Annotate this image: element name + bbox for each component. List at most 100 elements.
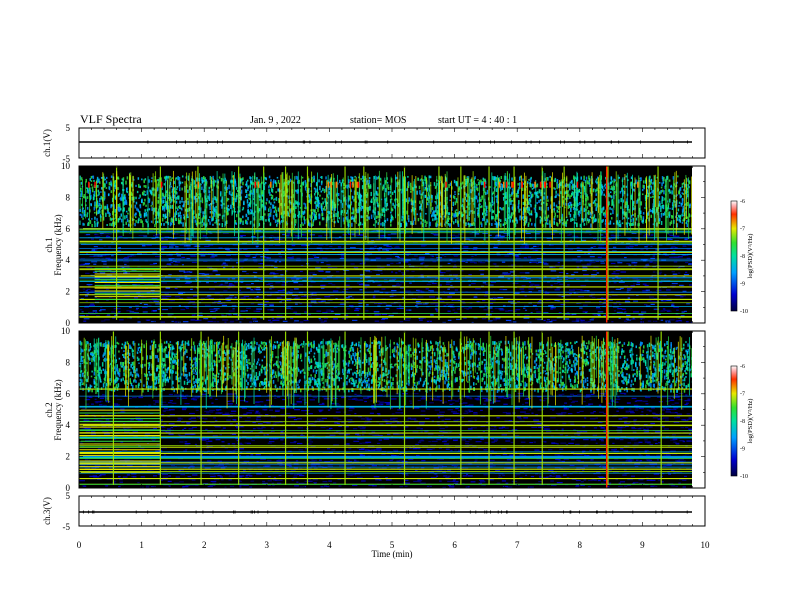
hiss-cell — [342, 217, 345, 222]
hiss-cell — [595, 198, 597, 202]
hiss-cell — [504, 218, 507, 222]
hiss-cell — [611, 198, 614, 202]
hiss-cell — [647, 186, 649, 188]
noise-cell — [659, 248, 664, 250]
hiss-cell — [185, 176, 187, 179]
noise-cell — [513, 237, 518, 240]
hiss-cell — [240, 189, 243, 194]
noise-cell — [326, 276, 332, 278]
hiss-cell — [601, 185, 604, 189]
hiss-cell — [270, 187, 273, 192]
hiss-cell — [581, 218, 583, 221]
hiss-cell — [226, 186, 228, 191]
hiss-cell — [610, 177, 613, 180]
hiss-cell — [677, 208, 680, 212]
noise-cell — [257, 303, 263, 305]
hiss-cell — [632, 218, 634, 221]
noise-cell — [293, 281, 299, 284]
hiss-cell — [650, 196, 652, 199]
hiss-cell — [364, 176, 366, 180]
noise-cell — [97, 255, 101, 257]
noise-cell — [688, 262, 693, 265]
noise-cell — [85, 300, 88, 302]
noise-cell — [318, 317, 321, 320]
noise-cell — [117, 250, 122, 252]
hiss-cell — [250, 177, 252, 179]
hiss-cell — [177, 205, 180, 208]
hiss-cell — [668, 214, 671, 218]
hiss-cell — [407, 175, 409, 178]
hiss-cell — [490, 204, 492, 208]
hiss-cell — [531, 183, 534, 187]
noise-cell — [512, 321, 517, 323]
hiss-cell — [223, 180, 225, 184]
noise-cell — [160, 321, 166, 323]
hiss-cell — [104, 206, 106, 210]
hiss-cell — [529, 199, 532, 203]
noise-cell — [474, 262, 477, 264]
noise-cell — [352, 319, 358, 322]
hiss-cell — [571, 185, 573, 190]
noise-cell — [444, 255, 447, 258]
hiss-cell — [315, 200, 317, 205]
noise-cell — [519, 239, 524, 241]
noise-cell — [409, 282, 412, 284]
noise-cell — [255, 230, 262, 232]
hiss-cell — [640, 210, 642, 215]
hiss-cell — [335, 194, 338, 197]
hiss-cell — [442, 217, 444, 220]
noise-cell — [564, 313, 570, 315]
noise-cell — [544, 276, 547, 278]
hiss-cell — [250, 220, 252, 223]
hiss-cell — [261, 191, 264, 195]
noise-cell — [465, 238, 470, 240]
hiss-cell — [121, 178, 124, 181]
noise-cell — [676, 320, 683, 322]
noise-cell — [155, 281, 161, 283]
noise-cell — [539, 299, 542, 301]
hiss-cell — [369, 185, 372, 189]
noise-cell — [455, 239, 461, 241]
noise-cell — [582, 304, 588, 306]
noise-cell — [279, 301, 282, 303]
noise-cell — [649, 261, 653, 263]
noise-cell — [118, 310, 121, 313]
noise-cell — [215, 255, 218, 257]
hiss-cell — [511, 177, 513, 181]
noise-cell — [610, 262, 616, 265]
noise-cell — [179, 234, 186, 236]
noise-cell — [567, 284, 570, 286]
hiss-cell — [83, 209, 86, 213]
hiss-cell — [536, 194, 538, 199]
noise-cell — [378, 247, 383, 249]
noise-cell — [667, 233, 670, 236]
noise-cell — [275, 273, 279, 275]
hiss-cell — [177, 217, 180, 221]
noise-cell — [381, 302, 387, 304]
hiss-cell — [150, 180, 153, 183]
noise-cell — [113, 308, 119, 310]
hiss-cell — [313, 212, 315, 216]
hiss-cell — [470, 191, 472, 194]
noise-cell — [571, 320, 577, 322]
noise-cell — [549, 321, 553, 323]
noise-cell — [288, 231, 293, 233]
hiss-cell — [658, 221, 661, 224]
hiss-cell — [314, 209, 316, 213]
noise-cell — [234, 281, 237, 284]
noise-cell — [412, 266, 419, 268]
hiss-cell — [86, 187, 88, 190]
noise-cell — [420, 274, 424, 276]
noise-cell — [523, 307, 526, 309]
hiss-cell — [406, 210, 408, 215]
noise-cell — [580, 290, 585, 292]
hiss-cell — [169, 181, 172, 186]
hiss-cell — [604, 186, 607, 189]
noise-cell — [404, 290, 411, 292]
noise-cell — [270, 303, 274, 305]
hiss-cell — [123, 207, 125, 212]
noise-cell — [219, 295, 223, 297]
hiss-cell — [570, 218, 572, 222]
hiss-cell — [162, 194, 165, 197]
noise-cell — [478, 300, 481, 303]
